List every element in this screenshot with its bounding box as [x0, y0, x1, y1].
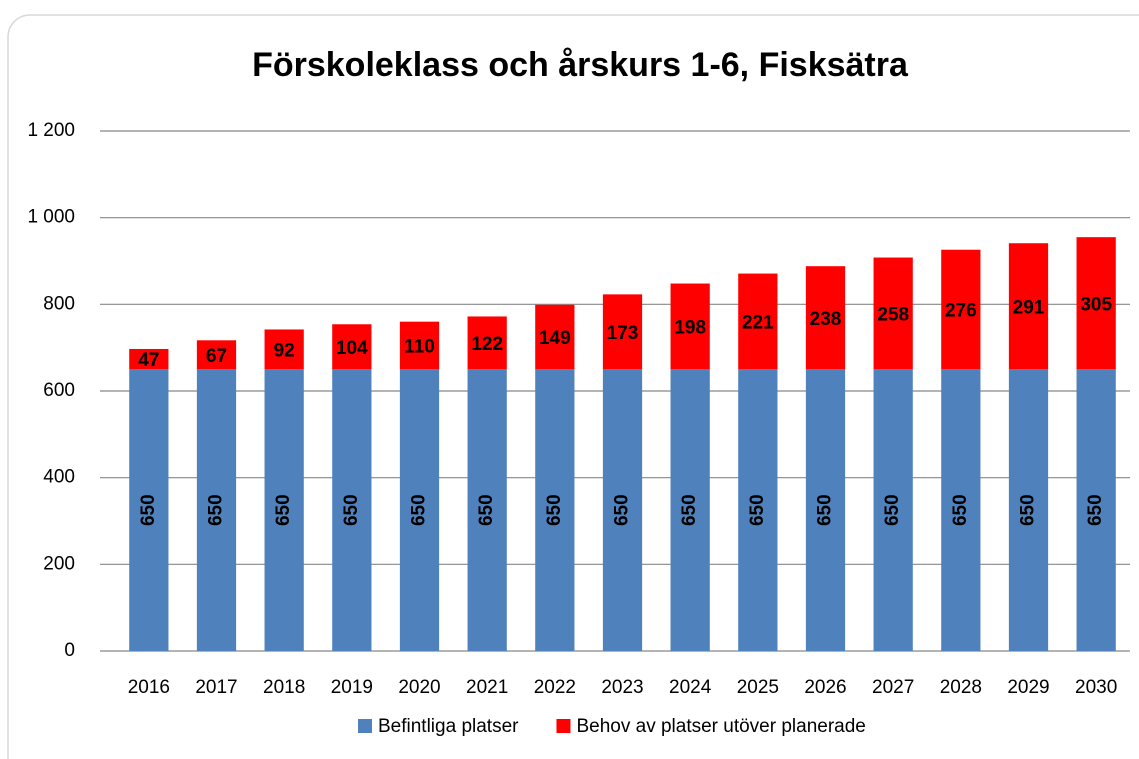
x-tick-label: 2027	[872, 677, 914, 698]
bar-segment	[873, 257, 913, 370]
legend-swatch	[358, 719, 372, 733]
bar-segment	[467, 369, 507, 651]
bar-segment	[332, 369, 372, 651]
x-tick-label: 2026	[804, 677, 846, 698]
bar-segment	[535, 369, 575, 651]
bar-segment	[805, 266, 846, 370]
bar-segment	[264, 329, 304, 370]
value-label: 258	[877, 304, 909, 325]
value-label: 221	[742, 312, 774, 333]
value-label: 650	[679, 494, 700, 526]
value-label: 650	[206, 494, 227, 526]
value-label: 291	[1013, 297, 1045, 318]
value-label: 305	[1080, 294, 1112, 315]
bar-segment	[467, 316, 507, 370]
value-label: 650	[544, 494, 565, 526]
x-tick-label: 2025	[737, 677, 779, 698]
x-tick-label: 2017	[195, 677, 237, 698]
x-tick-label: 2020	[398, 677, 440, 698]
bar-segment	[602, 294, 643, 370]
bar-segment	[738, 273, 778, 370]
chart-title: Förskoleklass och årskurs 1-6, Fisksätra	[252, 46, 909, 84]
legend-label: Behov av platser utöver planerade	[576, 716, 865, 737]
value-label: 173	[607, 323, 639, 344]
x-tick-label: 2029	[1007, 677, 1049, 698]
bar-segment	[535, 304, 575, 370]
bar-segment	[196, 369, 237, 651]
x-tick-label: 2030	[1075, 677, 1117, 698]
bar-segment	[873, 369, 913, 651]
value-label: 650	[1018, 494, 1039, 526]
value-label: 47	[138, 350, 159, 371]
bar-segment	[129, 369, 169, 651]
x-tick-label: 2016	[128, 677, 170, 698]
y-tick-label: 400	[43, 467, 75, 488]
value-label: 650	[409, 494, 430, 526]
x-tick-label: 2023	[601, 677, 643, 698]
bar-segment	[602, 369, 643, 651]
value-label: 650	[341, 494, 362, 526]
x-tick-label: 2018	[263, 677, 305, 698]
legend-swatch	[556, 719, 571, 733]
bar-segment	[941, 249, 981, 370]
value-label: 650	[476, 494, 497, 526]
y-tick-label: 800	[43, 293, 75, 314]
value-label: 650	[1085, 494, 1106, 526]
value-label: 122	[471, 334, 503, 355]
value-label: 238	[810, 309, 842, 330]
bar-segment	[332, 324, 372, 370]
x-tick-label: 2024	[669, 677, 712, 698]
x-tick-label: 2019	[331, 677, 373, 698]
value-label: 149	[539, 328, 571, 349]
value-label: 110	[404, 337, 435, 358]
bar-segment	[670, 369, 710, 651]
x-tick-label: 2022	[534, 677, 576, 698]
value-label: 650	[273, 494, 294, 526]
bar-segment	[805, 369, 846, 651]
bar-segment	[1076, 237, 1116, 370]
value-label: 650	[138, 494, 159, 526]
value-label: 650	[882, 494, 903, 526]
x-tick-label: 2028	[940, 677, 982, 698]
y-tick-label: 600	[43, 380, 75, 401]
value-label: 650	[612, 494, 633, 526]
bar-segment	[941, 369, 981, 651]
x-tick-label: 2021	[466, 677, 508, 698]
value-label: 650	[950, 494, 971, 526]
value-label: 92	[274, 340, 295, 361]
y-tick-label: 200	[43, 553, 75, 574]
bar-segment	[399, 369, 440, 651]
bar-segment	[129, 348, 169, 370]
bar-segment	[264, 369, 304, 651]
y-tick-label: 1 200	[27, 120, 75, 141]
bar-segment	[738, 369, 778, 651]
legend-label: Befintliga platser	[378, 716, 519, 737]
y-tick-label: 0	[64, 640, 75, 661]
bar-segment	[1008, 369, 1049, 651]
bar-segment	[196, 340, 237, 370]
bar-segment	[670, 283, 710, 370]
value-label: 650	[747, 494, 768, 526]
value-label: 198	[674, 317, 706, 338]
value-label: 276	[945, 301, 977, 322]
bar-segment	[399, 321, 440, 370]
bar-segment	[1076, 369, 1116, 651]
value-label: 650	[815, 494, 836, 526]
bar-segment	[1008, 243, 1049, 370]
value-label: 104	[336, 338, 368, 359]
value-label: 67	[206, 346, 227, 367]
y-tick-label: 1 000	[27, 207, 75, 228]
